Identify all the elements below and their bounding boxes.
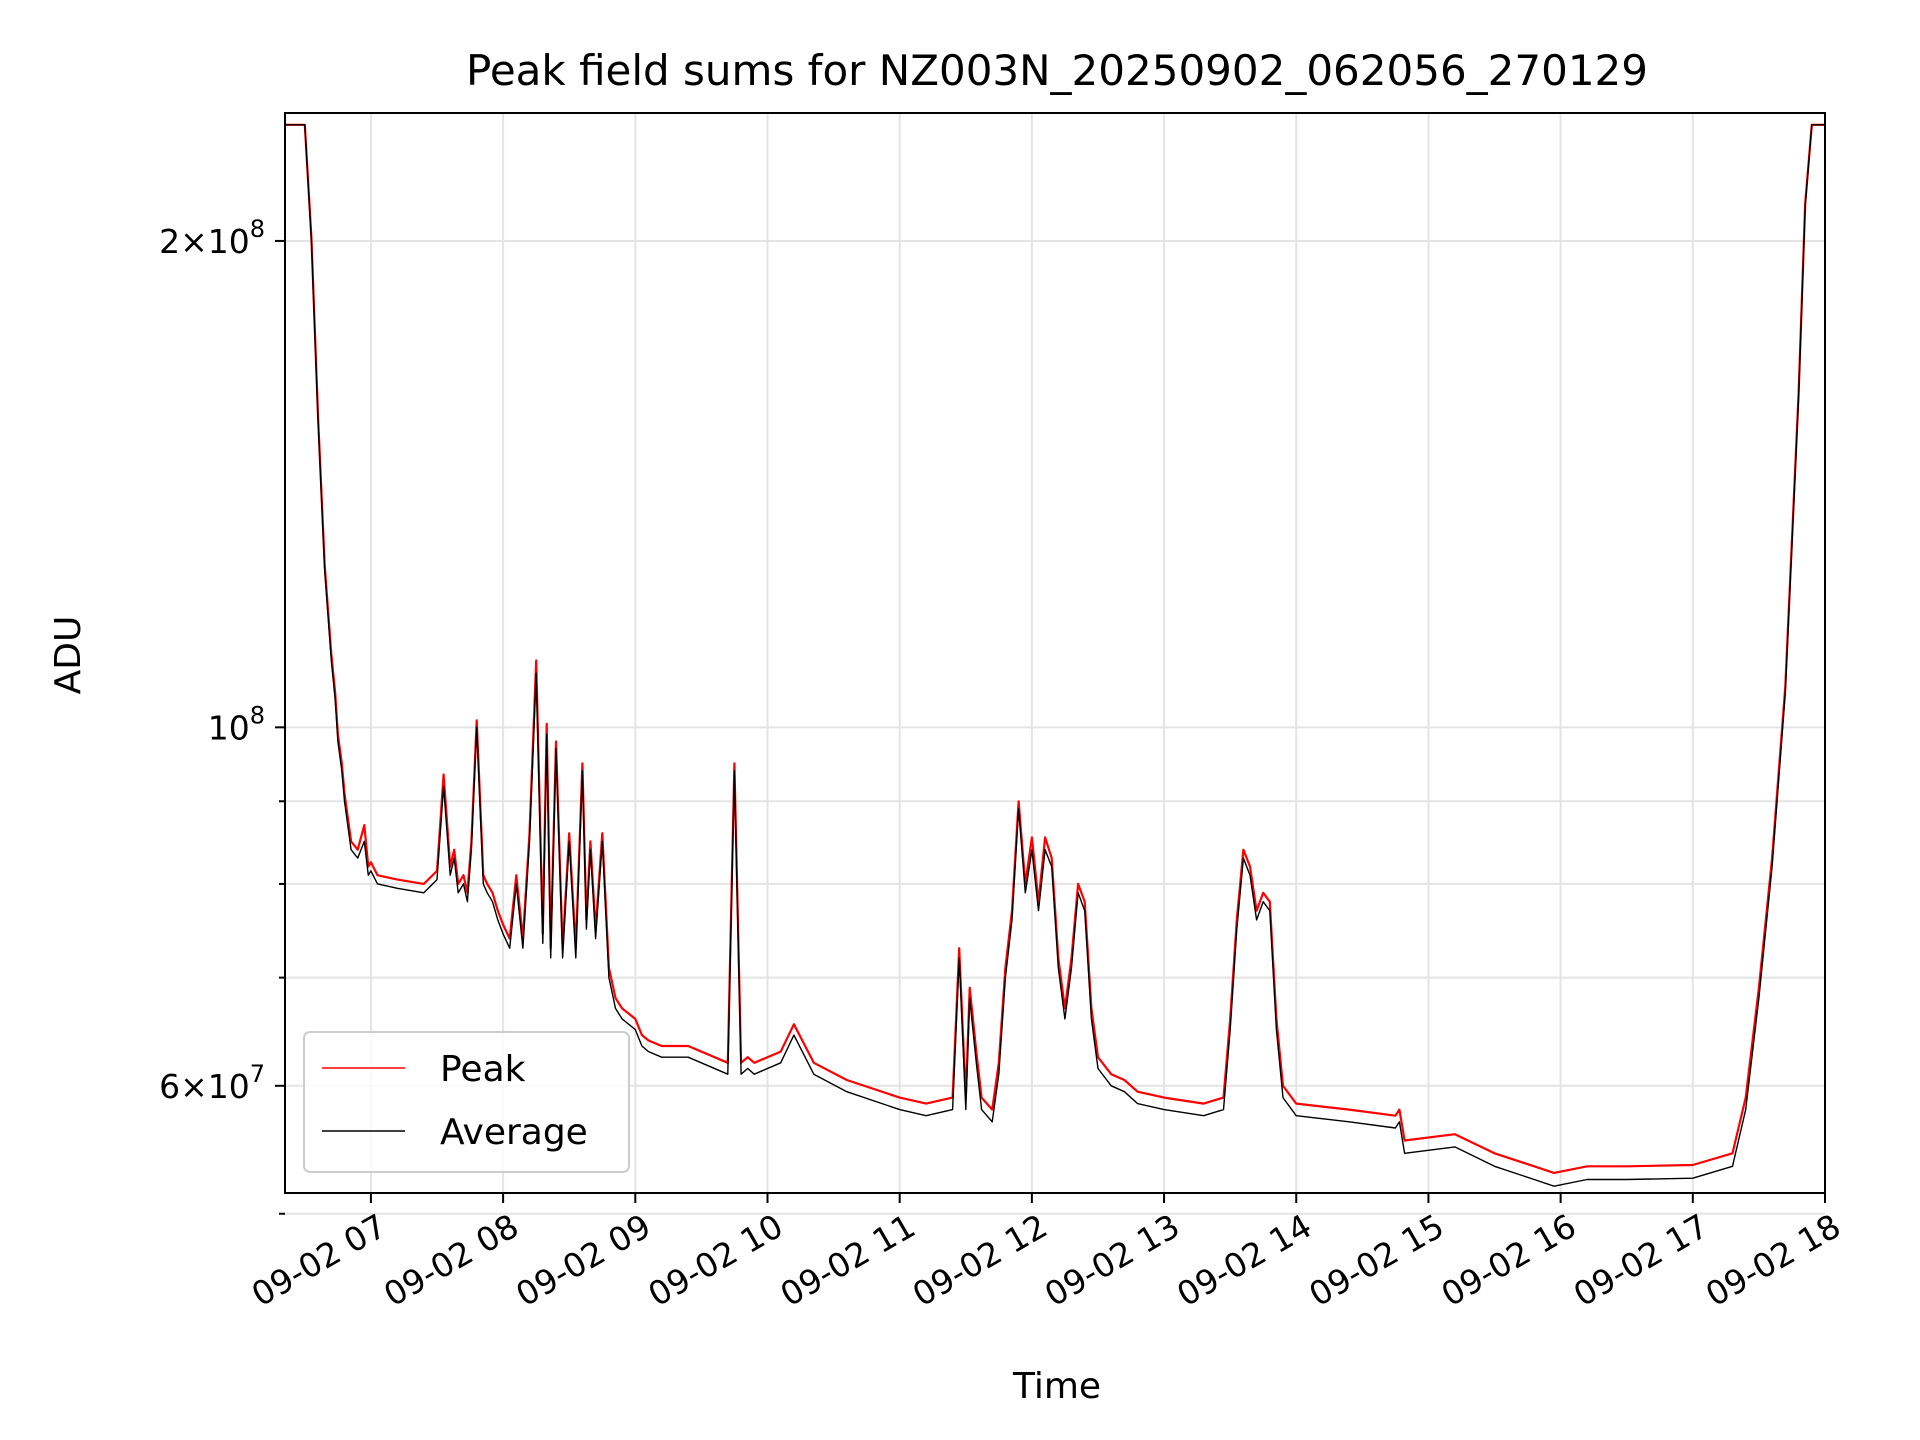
x-tick-label: 09-02 08 xyxy=(377,1206,525,1314)
legend: Peak Average xyxy=(303,1031,630,1173)
x-tick-label: 09-02 07 xyxy=(245,1206,393,1314)
x-tick-label: 09-02 11 xyxy=(774,1206,922,1314)
series-line-peak xyxy=(285,123,1825,1174)
chart-title: Peak field sums for NZ003N_20250902_0620… xyxy=(466,46,1648,95)
plot-frame xyxy=(284,112,1826,1194)
x-tick-label: 09-02 12 xyxy=(906,1206,1054,1314)
x-tick-label: 09-02 15 xyxy=(1302,1206,1450,1314)
x-tick-label: 09-02 14 xyxy=(1170,1206,1318,1314)
x-tick-label: 09-02 09 xyxy=(509,1206,657,1314)
legend-label-peak: Peak xyxy=(440,1049,526,1090)
series-line-average xyxy=(285,124,1825,1187)
x-tick-label: 09-02 10 xyxy=(641,1206,789,1314)
y-tick-label: 6×107 xyxy=(159,1060,265,1106)
y-axis-label: ADU xyxy=(48,616,89,695)
legend-box xyxy=(303,1031,630,1173)
x-tick-label: 09-02 17 xyxy=(1567,1206,1715,1314)
x-axis-label: Time xyxy=(1012,1366,1101,1407)
legend-label-average: Average xyxy=(440,1112,588,1153)
x-tick-label: 09-02 18 xyxy=(1699,1206,1847,1314)
x-tick-label: 09-02 16 xyxy=(1435,1206,1583,1314)
series-layer xyxy=(285,123,1825,1187)
y-tick-label: 2×108 xyxy=(159,215,265,261)
x-tick-label: 09-02 13 xyxy=(1038,1206,1186,1314)
y-tick-label: 108 xyxy=(208,701,265,747)
